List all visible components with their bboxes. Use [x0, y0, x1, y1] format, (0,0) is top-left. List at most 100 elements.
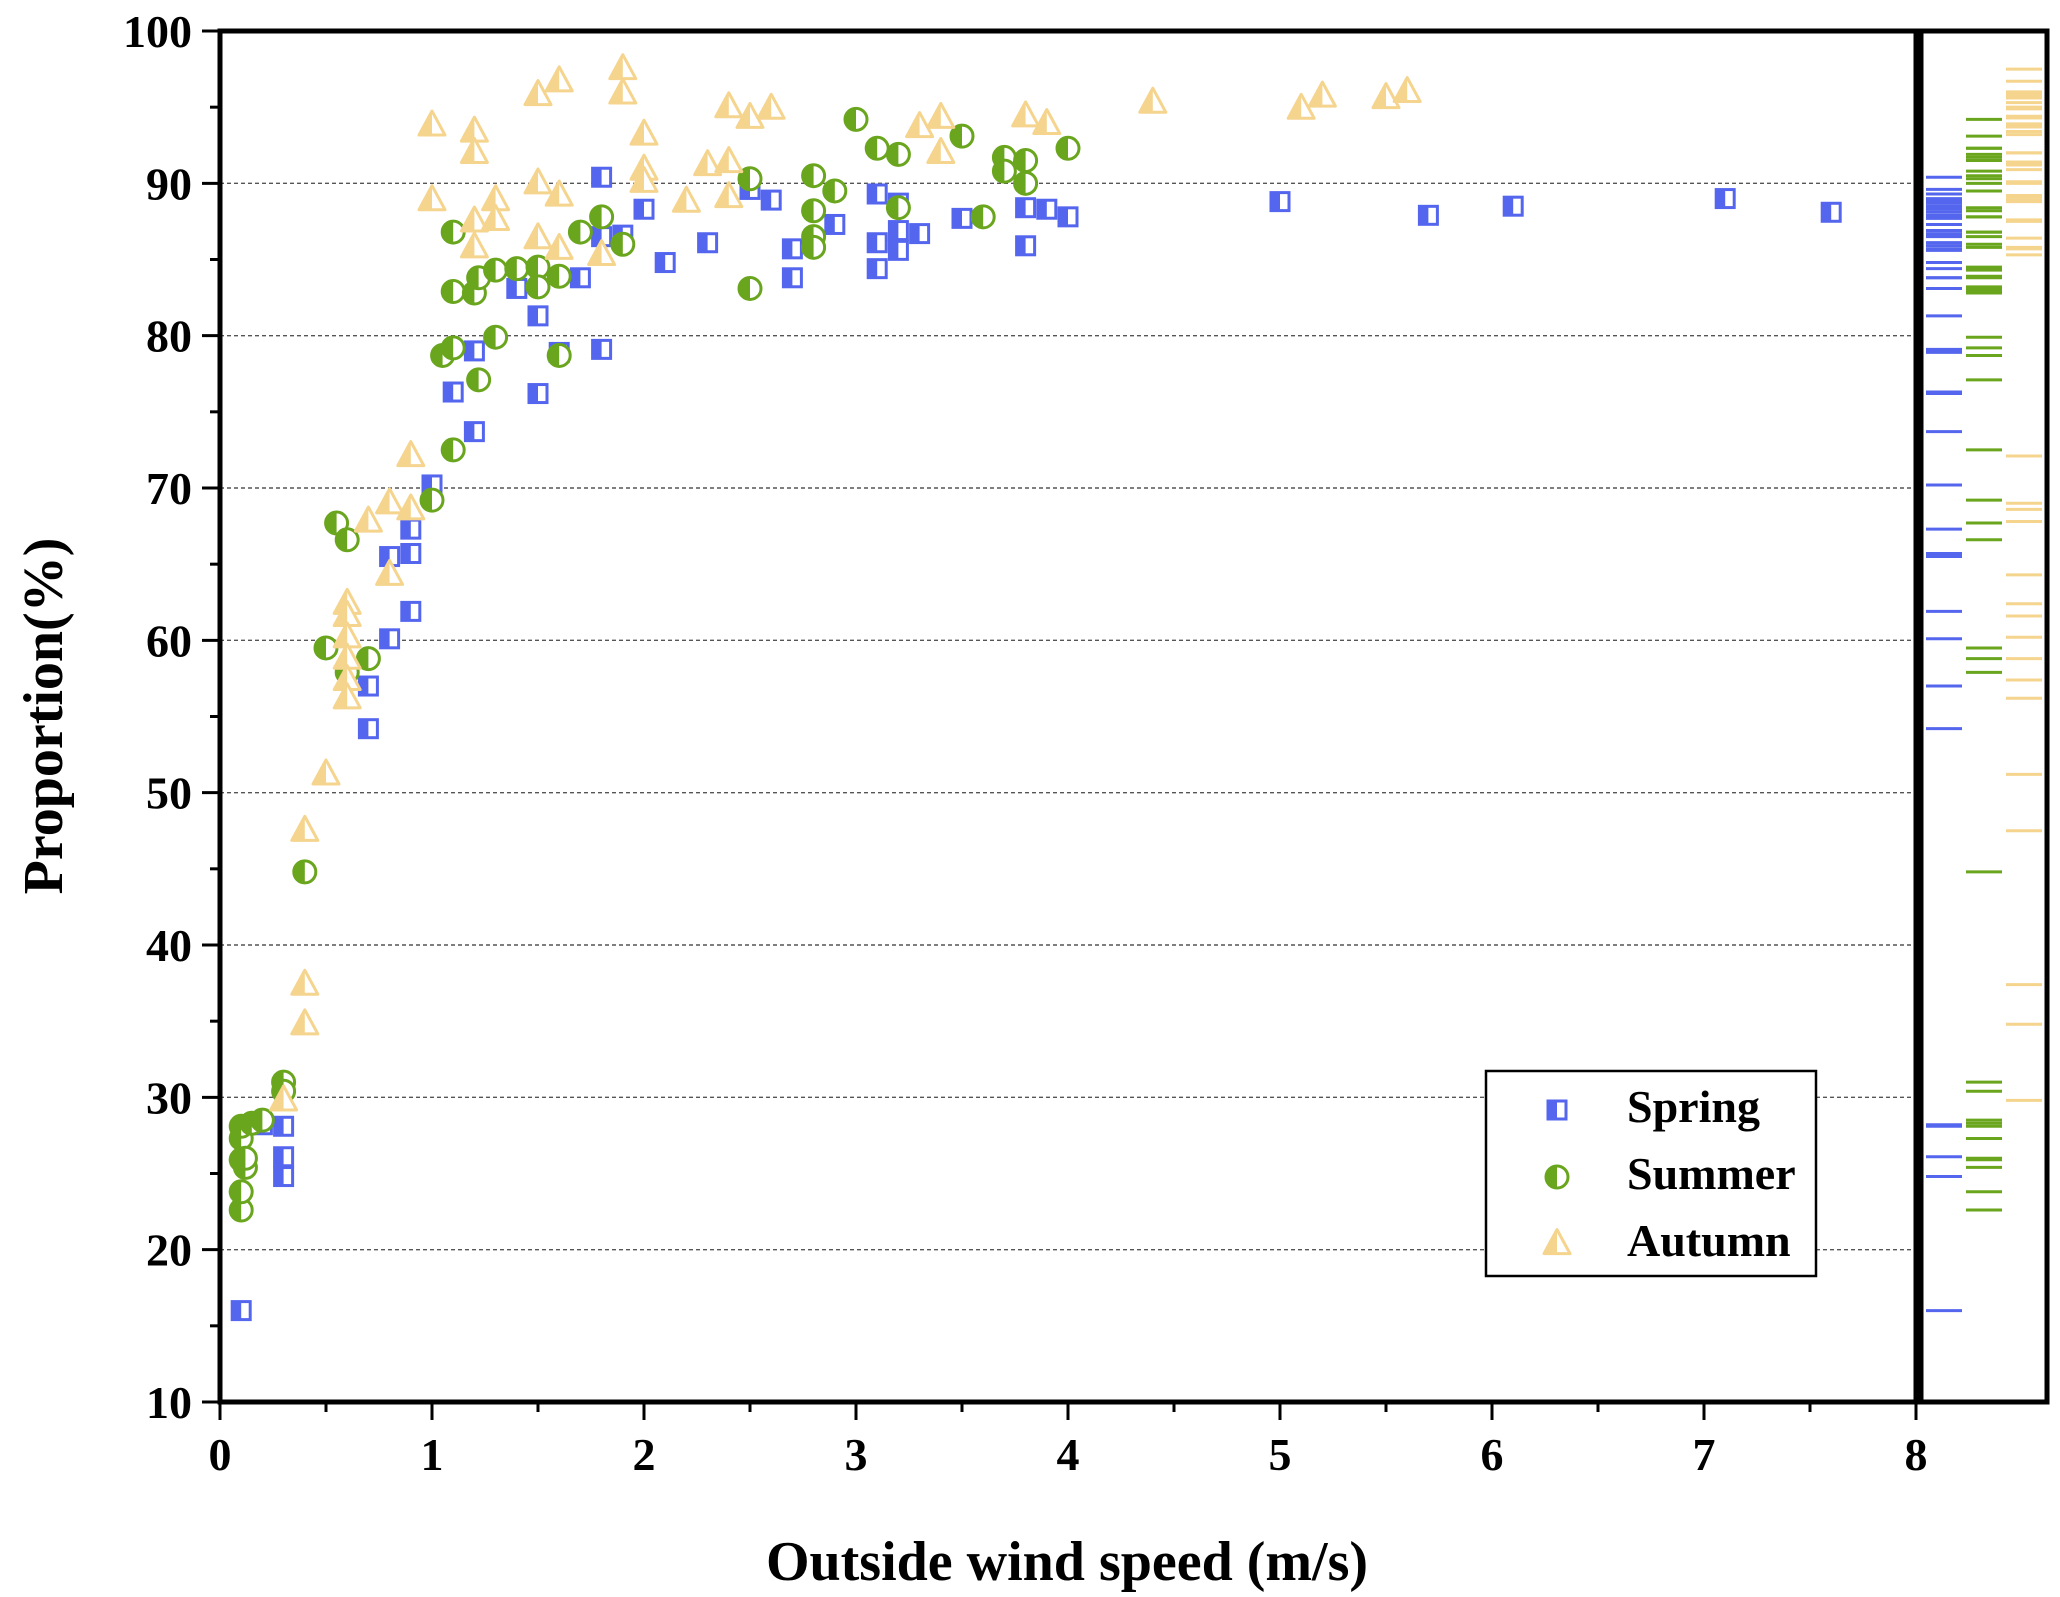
marker-fill: [611, 233, 623, 256]
point-summer: [228, 1197, 254, 1223]
series-autumn: [269, 53, 1422, 1112]
point-autumn: [417, 109, 447, 137]
point-summer: [949, 123, 975, 149]
point-summer: [991, 158, 1017, 184]
point-summer: [970, 204, 996, 230]
point-spring: [379, 628, 401, 650]
marker-fill: [401, 520, 411, 539]
marker-fill: [465, 341, 475, 360]
marker-fill: [635, 200, 644, 219]
marker-fill: [461, 117, 475, 142]
point-autumn: [905, 111, 935, 139]
rug-spring: [1926, 175, 1962, 1313]
point-autumn: [671, 185, 701, 213]
point-summer: [504, 256, 530, 282]
marker-fill: [505, 257, 517, 280]
point-summer: [440, 335, 466, 361]
point-autumn: [481, 203, 511, 231]
marker-fill: [465, 422, 475, 441]
marker-fill: [525, 168, 538, 193]
data-points: [228, 53, 1842, 1322]
point-spring: [273, 1146, 295, 1168]
point-autumn: [714, 181, 744, 209]
point-autumn: [311, 758, 341, 786]
marker-fill: [376, 488, 390, 513]
point-summer: [801, 198, 827, 224]
marker-fill: [442, 221, 454, 244]
marker-fill: [482, 205, 496, 230]
point-summer: [546, 263, 572, 289]
marker-fill: [571, 268, 581, 287]
point-summer: [1013, 147, 1039, 173]
point-autumn: [1307, 80, 1337, 108]
point-spring: [1502, 195, 1524, 217]
point-spring: [357, 675, 379, 697]
axis-ticks: [202, 29, 1918, 1420]
marker-fill: [823, 179, 835, 202]
marker-fill: [334, 622, 348, 647]
marker-fill: [359, 719, 369, 738]
marker-fill: [1033, 109, 1047, 134]
marker-fill: [889, 221, 899, 240]
point-spring: [1714, 188, 1736, 210]
point-spring: [273, 1115, 295, 1137]
series-spring: [230, 166, 1842, 1322]
point-autumn: [396, 440, 426, 468]
point-autumn: [396, 493, 426, 521]
point-summer: [466, 367, 492, 393]
point-summer: [843, 106, 869, 132]
point-spring: [569, 267, 591, 289]
marker-fill: [715, 92, 729, 117]
marker-fill: [230, 1199, 242, 1222]
marker-fill: [1288, 94, 1302, 119]
axis-tick-labels: 0 1 2 3 4 5 6 7 8 10 20 30 40 50 60 70 80 90 100: [123, 6, 1928, 1480]
point-summer: [801, 163, 827, 189]
marker-fill: [1716, 189, 1726, 208]
point-spring: [463, 421, 485, 443]
marker-fill: [230, 1180, 242, 1203]
marker-fill: [1016, 198, 1026, 217]
marker-fill: [423, 475, 432, 494]
point-spring: [760, 189, 782, 211]
legend-markers: [1542, 1099, 1572, 1256]
point-spring: [273, 1166, 295, 1188]
point-autumn: [269, 1084, 299, 1112]
marker-fill: [1037, 200, 1047, 219]
x-tick-label: 7: [1693, 1429, 1716, 1480]
marker-fill: [442, 336, 454, 359]
marker-fill: [631, 167, 644, 192]
point-autumn: [523, 79, 553, 107]
point-spring: [633, 198, 655, 220]
marker-fill: [270, 1085, 284, 1110]
point-summer: [232, 1145, 258, 1171]
x-axis-title: Outside wind speed (m/s): [766, 1531, 1368, 1593]
y-tick-label: 20: [146, 1225, 192, 1276]
marker-fill: [467, 368, 479, 391]
point-spring: [400, 600, 422, 622]
marker-fill: [234, 1147, 246, 1170]
marker-fill: [482, 185, 496, 210]
marker-fill: [609, 54, 623, 79]
marker-fill: [609, 79, 623, 104]
marker-fill: [927, 103, 941, 128]
marker-fill: [293, 860, 305, 883]
point-spring: [697, 232, 719, 254]
point-autumn: [375, 558, 405, 586]
marker-fill: [291, 970, 305, 995]
marker-fill: [1014, 172, 1026, 195]
point-summer: [440, 437, 466, 463]
point-spring: [1820, 201, 1842, 223]
legend-label-autumn: Autumn: [1627, 1215, 1791, 1266]
marker-fill: [380, 629, 390, 648]
point-autumn: [544, 232, 574, 260]
marker-fill: [927, 138, 941, 163]
marker-fill: [1419, 206, 1429, 225]
marker-fill: [291, 816, 305, 841]
marker-fill: [802, 199, 814, 222]
point-spring: [230, 1300, 252, 1322]
marker-fill: [588, 240, 602, 265]
point-summer: [885, 195, 911, 221]
point-spring: [463, 340, 485, 362]
marker-fill: [444, 383, 454, 402]
